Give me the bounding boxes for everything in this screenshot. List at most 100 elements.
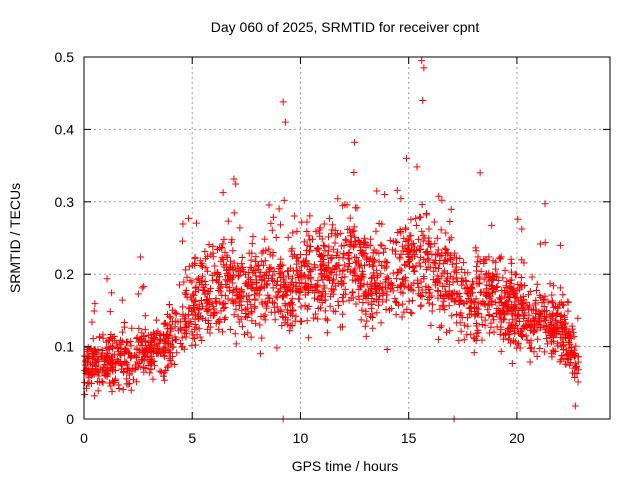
data-point — [182, 266, 190, 274]
data-point — [131, 351, 139, 359]
data-point — [272, 292, 280, 300]
data-point — [466, 292, 474, 300]
data-point — [171, 323, 179, 331]
data-point — [166, 356, 174, 364]
data-point — [412, 222, 420, 230]
data-point — [520, 322, 528, 330]
data-point — [530, 318, 538, 326]
data-point — [219, 328, 227, 336]
data-point — [400, 308, 408, 316]
data-point — [84, 353, 92, 361]
data-point — [565, 351, 573, 359]
data-point — [350, 169, 358, 177]
data-point — [284, 267, 292, 275]
data-point — [312, 310, 320, 318]
data-point — [387, 305, 395, 313]
data-point — [96, 378, 104, 386]
data-point — [442, 245, 450, 253]
data-point — [482, 288, 490, 296]
data-point — [107, 382, 115, 390]
data-point — [265, 294, 273, 302]
data-point — [455, 337, 463, 345]
data-point — [203, 296, 211, 304]
data-point — [471, 335, 479, 343]
data-point — [368, 300, 376, 308]
data-point — [211, 269, 219, 277]
data-point — [351, 233, 359, 241]
data-point — [368, 310, 376, 318]
data-point — [477, 267, 485, 275]
data-point — [178, 334, 186, 342]
data-point — [226, 326, 234, 334]
data-point — [379, 284, 387, 292]
data-point — [311, 288, 319, 296]
data-point — [436, 305, 444, 313]
data-point — [204, 288, 212, 296]
data-point — [495, 254, 503, 262]
data-point — [305, 302, 313, 310]
data-point — [230, 286, 238, 294]
data-point — [344, 263, 352, 271]
data-point — [185, 263, 193, 271]
data-point — [288, 252, 296, 260]
data-point — [355, 276, 363, 284]
data-point — [262, 302, 270, 310]
data-point — [426, 289, 434, 297]
data-point — [319, 241, 327, 249]
data-point — [342, 237, 350, 245]
data-point — [216, 244, 224, 252]
data-point — [392, 311, 400, 319]
data-point — [153, 316, 161, 324]
data-point — [333, 230, 341, 238]
data-point — [508, 259, 516, 267]
data-point — [118, 362, 126, 370]
data-point — [227, 275, 235, 283]
data-point — [228, 296, 236, 304]
data-point — [166, 321, 174, 329]
data-point — [321, 247, 329, 255]
data-point — [540, 303, 548, 311]
data-point — [457, 277, 465, 285]
data-point — [334, 248, 342, 256]
data-point — [536, 345, 544, 353]
data-point — [313, 283, 321, 291]
data-point — [463, 331, 471, 339]
data-point — [347, 232, 355, 240]
data-point — [154, 350, 162, 358]
data-point — [220, 261, 228, 269]
data-point — [312, 227, 320, 235]
y-tick-label: 0.2 — [55, 266, 75, 282]
data-point — [497, 326, 505, 334]
data-point — [418, 227, 426, 235]
data-point — [320, 282, 328, 290]
data-point — [280, 196, 288, 204]
data-point — [270, 267, 278, 275]
data-point — [173, 349, 181, 357]
data-point — [189, 290, 197, 298]
data-point — [85, 354, 93, 362]
data-points — [80, 57, 582, 423]
data-point — [415, 259, 423, 267]
data-point — [312, 282, 320, 290]
data-point — [302, 279, 310, 287]
data-point — [147, 365, 155, 373]
data-point — [488, 297, 496, 305]
data-point — [534, 335, 542, 343]
data-point — [81, 378, 89, 386]
data-point — [317, 292, 325, 300]
data-point — [382, 263, 390, 271]
data-point — [179, 237, 187, 245]
y-axis-title: SRMTID / TECUs — [7, 183, 23, 293]
data-point — [438, 301, 446, 309]
data-point — [159, 347, 167, 355]
data-point — [379, 291, 387, 299]
data-point — [244, 329, 252, 337]
data-point — [535, 311, 543, 319]
data-point — [480, 275, 488, 283]
data-point — [572, 342, 580, 350]
data-point — [248, 278, 256, 286]
data-point — [518, 281, 526, 289]
data-point — [247, 256, 255, 264]
data-point — [377, 241, 385, 249]
data-point — [458, 265, 466, 273]
